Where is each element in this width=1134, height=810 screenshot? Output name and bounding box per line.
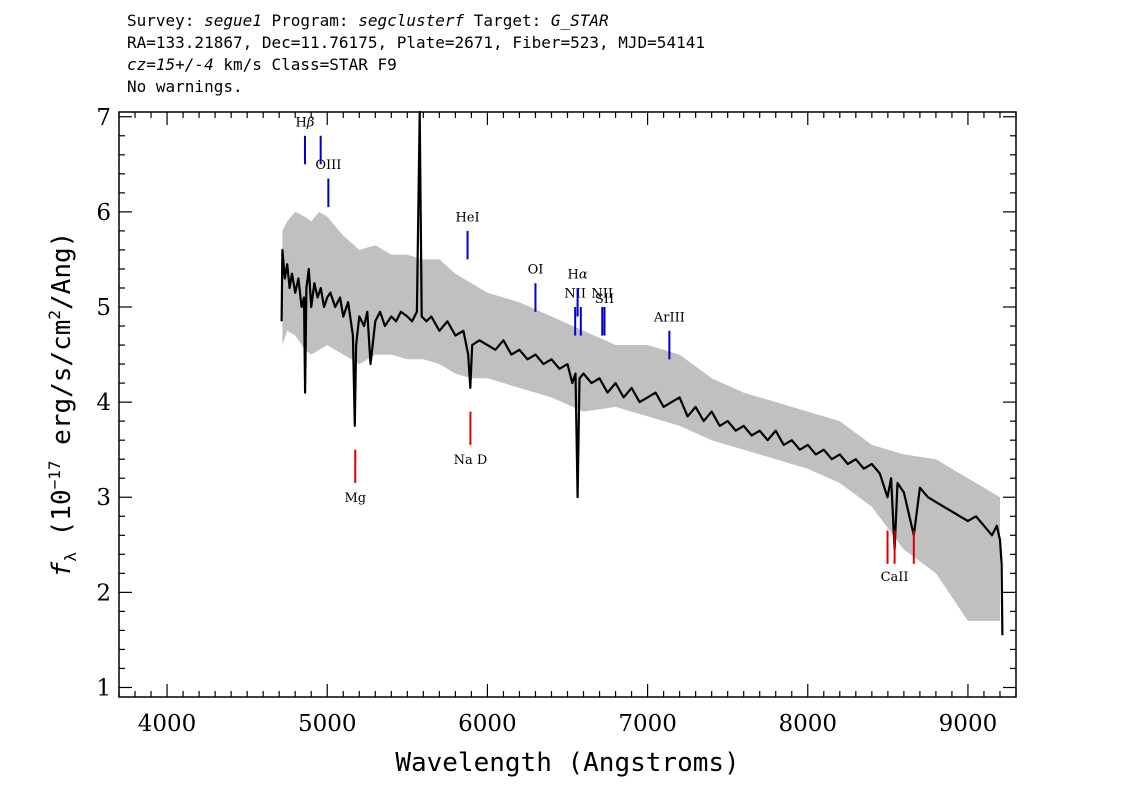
- y-tick-label: 5: [96, 295, 111, 321]
- header-line-warnings: No warnings.: [127, 77, 243, 96]
- y-tick-label: 7: [96, 105, 111, 131]
- y-tick-label: 4: [96, 390, 111, 416]
- absorption-line-label-0: Mg: [344, 491, 366, 506]
- absorption-line-label-1: Na D: [454, 453, 488, 468]
- emission-line-label-2: OIII: [315, 158, 341, 173]
- x-tick-label: 4000: [138, 711, 197, 737]
- error-band-layer: [282, 211, 1000, 621]
- spectrum-line: [280, 110, 1004, 636]
- emission-line-label-greek-0: β: [306, 115, 315, 130]
- y-title-f: f: [47, 561, 77, 577]
- emission-line-label-10: ArIII: [653, 310, 685, 325]
- emission-line-label-greek-6: α: [579, 267, 588, 282]
- header-line-class: cz=15+/-4 km/s Class=STAR F9: [127, 54, 705, 76]
- y-title-lambda: λ: [61, 552, 80, 562]
- emission-line-label-3: HeI: [455, 210, 479, 225]
- absorption-line-label-3: CaII: [881, 570, 909, 585]
- axis-tick-labels: 4000 5000 6000 7000 8000 9000 1 2 3 4 5 6 7: [96, 105, 997, 737]
- program-label: Program:: [261, 11, 359, 30]
- survey-label: Survey:: [127, 11, 205, 30]
- x-tick-label: 7000: [618, 711, 677, 737]
- emission-line-label-9: SII: [595, 292, 614, 307]
- redshift-value: cz=15+/-4: [127, 55, 214, 74]
- emission-line-label-5: NII: [564, 286, 586, 301]
- emission-line-label-4: OI: [528, 263, 544, 278]
- error-band: [282, 211, 1000, 621]
- y-title-b: erg/s/cm: [47, 320, 77, 461]
- emission-line-label-base-0: H: [296, 115, 307, 130]
- axis-ticks: [118, 112, 1017, 697]
- target-value: G_STAR: [550, 11, 609, 30]
- x-axis-title: Wavelength (Angstroms): [395, 748, 739, 778]
- y-title-a: (10: [47, 489, 77, 552]
- emission-line-label-0: Hβ: [296, 115, 315, 130]
- program-value: segclusterf: [358, 11, 465, 30]
- x-tick-label: 9000: [939, 711, 998, 737]
- survey-value: segue1: [204, 11, 262, 30]
- y-axis-title: fλ (10−17 erg/s/cm2/Ang): [45, 232, 80, 578]
- x-tick-label: 5000: [298, 711, 357, 737]
- header-line-survey: Survey: segue1 Program: segclusterf Targ…: [127, 10, 705, 32]
- spectrum-header: Survey: segue1 Program: segclusterf Targ…: [127, 10, 705, 98]
- target-label: Target:: [464, 11, 551, 30]
- y-title-exp2: 2: [45, 310, 64, 320]
- emission-line-label-base-6: H: [568, 267, 579, 282]
- y-title-exp1: −17: [45, 460, 64, 489]
- x-tick-label: 6000: [458, 711, 517, 737]
- y-tick-label: 2: [96, 580, 111, 606]
- emission-line-label-6: Hα: [568, 267, 588, 282]
- y-title-c: /Ang): [47, 232, 77, 310]
- header-line-coordinates: RA=133.21867, Dec=11.76175, Plate=2671, …: [127, 33, 705, 52]
- emission-line-label-8: NII: [591, 286, 613, 301]
- spectrum-layer: [280, 110, 1004, 636]
- y-tick-label: 1: [96, 675, 111, 701]
- y-tick-label: 3: [96, 485, 111, 511]
- class-value: km/s Class=STAR F9: [213, 55, 397, 74]
- y-tick-label: 6: [96, 200, 111, 226]
- x-tick-label: 8000: [778, 711, 837, 737]
